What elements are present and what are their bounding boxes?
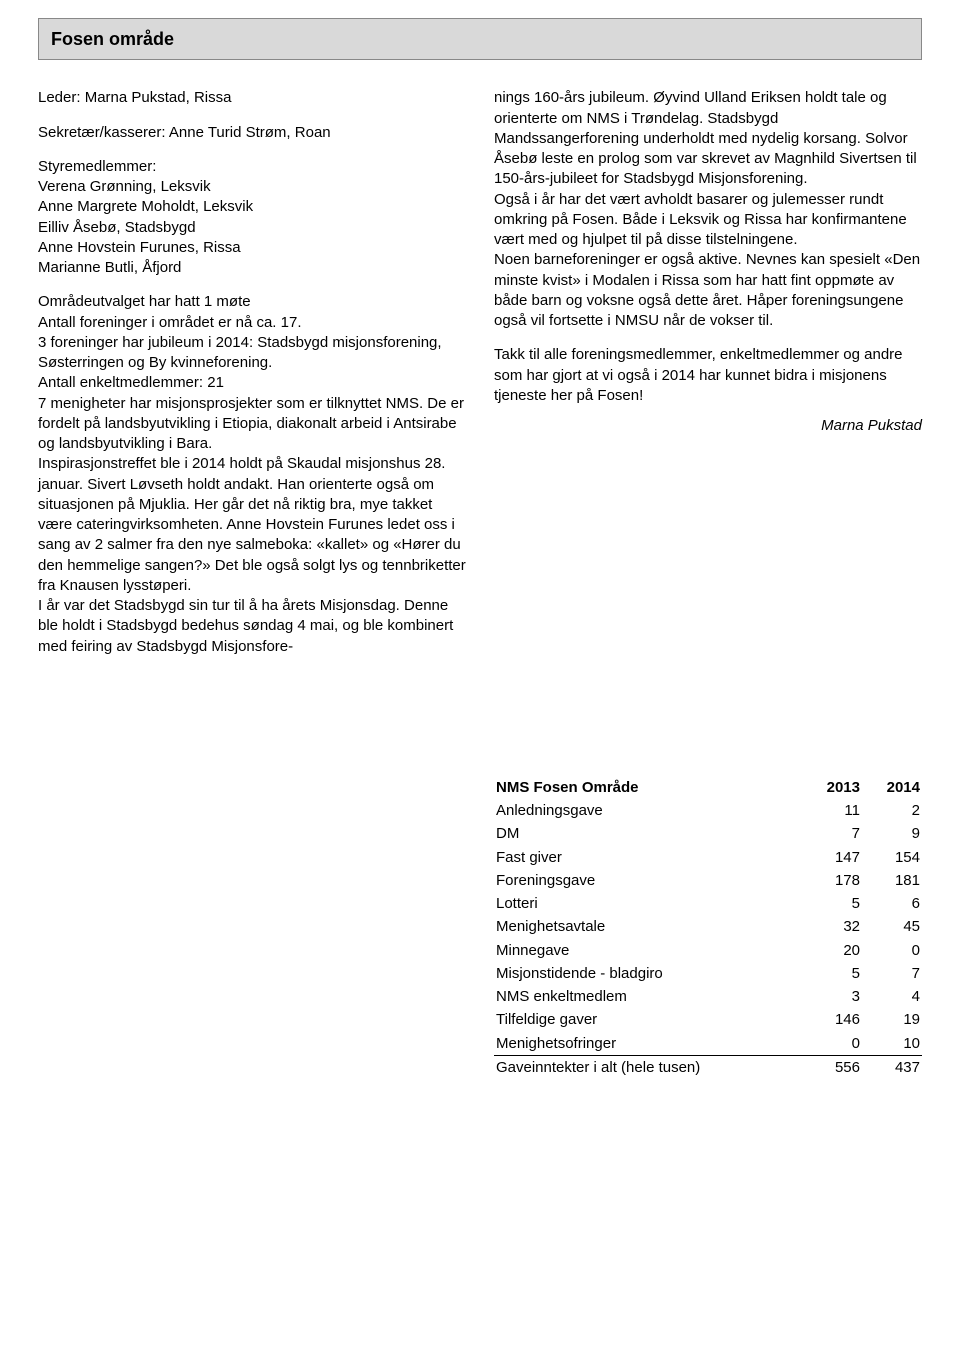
board-member: Anne Hovstein Furunes, Rissa [38, 238, 466, 258]
row-value-2013: 178 [802, 869, 862, 892]
row-value-2014: 9 [862, 823, 922, 846]
row-label: Misjonstidende - bladgiro [494, 962, 802, 985]
row-value-2013: 32 [802, 916, 862, 939]
row-value-2014: 0 [862, 939, 922, 962]
row-label: Anledningsgave [494, 800, 802, 823]
table-row: NMS enkeltmedlem34 [494, 986, 922, 1009]
right-body-text-2: Takk til alle foreningsmedlemmer, enkelt… [494, 345, 922, 406]
row-label: NMS enkeltmedlem [494, 986, 802, 1009]
table-col-2014: 2014 [862, 776, 922, 799]
row-label: Lotteri [494, 893, 802, 916]
page: Fosen område Leder: Marna Pukstad, Rissa… [0, 0, 960, 1110]
board-member: Eilliv Åsebø, Stadsbygd [38, 218, 466, 238]
left-column: Leder: Marna Pukstad, Rissa Sekretær/kas… [38, 88, 466, 1079]
table-row: DM79 [494, 823, 922, 846]
table-col-2013: 2013 [802, 776, 862, 799]
row-label: Fast giver [494, 846, 802, 869]
leader-label: Leder: [38, 89, 81, 106]
row-value-2014: 45 [862, 916, 922, 939]
region-title: Fosen område [51, 29, 174, 49]
right-column: nings 160-års jubileum. Øyvind Ulland Er… [494, 88, 922, 1079]
row-value-2013: 146 [802, 1009, 862, 1032]
row-value-2014: 4 [862, 986, 922, 1009]
region-title-bar: Fosen område [38, 18, 922, 60]
row-value-2013: 3 [802, 986, 862, 1009]
row-value-2014: 7 [862, 962, 922, 985]
finance-table-wrap: NMS Fosen Område 2013 2014 Anledningsgav… [494, 776, 922, 1079]
secretary-block: Sekretær/kasserer: Anne Turid Strøm, Roa… [38, 123, 466, 143]
row-value-2013: 5 [802, 893, 862, 916]
row-value-2014: 154 [862, 846, 922, 869]
row-value-2014: 19 [862, 1009, 922, 1032]
table-row: Misjonstidende - bladgiro57 [494, 962, 922, 985]
two-column-layout: Leder: Marna Pukstad, Rissa Sekretær/kas… [38, 88, 922, 1079]
table-header-row: NMS Fosen Område 2013 2014 [494, 776, 922, 799]
row-label: DM [494, 823, 802, 846]
row-value-2013: 11 [802, 800, 862, 823]
board-member: Marianne Butli, Åfjord [38, 258, 466, 278]
table-row: Foreningsgave178181 [494, 869, 922, 892]
table-row: Tilfeldige gaver14619 [494, 1009, 922, 1032]
signature: Marna Pukstad [494, 416, 922, 436]
table-title: NMS Fosen Område [494, 776, 802, 799]
total-2014: 437 [862, 1056, 922, 1080]
board-member: Verena Grønning, Leksvik [38, 177, 466, 197]
secretary-label: Sekretær/kasserer: [38, 124, 166, 141]
right-body-text-1: nings 160-års jubileum. Øyvind Ulland Er… [494, 88, 922, 331]
row-label: Minnegave [494, 939, 802, 962]
row-value-2013: 7 [802, 823, 862, 846]
row-value-2013: 5 [802, 962, 862, 985]
row-value-2014: 6 [862, 893, 922, 916]
table-row: Menighetsavtale3245 [494, 916, 922, 939]
leader-name: Marna Pukstad, Rissa [85, 89, 232, 106]
board-block: Styremedlemmer: Verena Grønning, Leksvik… [38, 157, 466, 279]
row-value-2013: 0 [802, 1032, 862, 1056]
row-label: Menighetsavtale [494, 916, 802, 939]
row-label: Foreningsgave [494, 869, 802, 892]
row-value-2013: 20 [802, 939, 862, 962]
row-value-2014: 2 [862, 800, 922, 823]
table-row: Anledningsgave112 [494, 800, 922, 823]
secretary-name: Anne Turid Strøm, Roan [169, 124, 331, 141]
table-row: Minnegave200 [494, 939, 922, 962]
table-row: Lotteri56 [494, 893, 922, 916]
table-row: Fast giver147154 [494, 846, 922, 869]
row-value-2013: 147 [802, 846, 862, 869]
table-row: Menighetsofringer010 [494, 1032, 922, 1056]
board-heading: Styremedlemmer: [38, 157, 466, 177]
row-value-2014: 181 [862, 869, 922, 892]
row-value-2014: 10 [862, 1032, 922, 1056]
table-total-row: Gaveinntekter i alt (hele tusen)556437 [494, 1056, 922, 1080]
leader-block: Leder: Marna Pukstad, Rissa [38, 88, 466, 108]
total-2013: 556 [802, 1056, 862, 1080]
left-body-text: Områdeutvalget har hatt 1 møteAntall for… [38, 292, 466, 657]
row-label: Tilfeldige gaver [494, 1009, 802, 1032]
row-label: Menighetsofringer [494, 1032, 802, 1056]
total-label: Gaveinntekter i alt (hele tusen) [494, 1056, 802, 1080]
finance-table: NMS Fosen Område 2013 2014 Anledningsgav… [494, 776, 922, 1079]
board-member: Anne Margrete Moholdt, Leksvik [38, 197, 466, 217]
